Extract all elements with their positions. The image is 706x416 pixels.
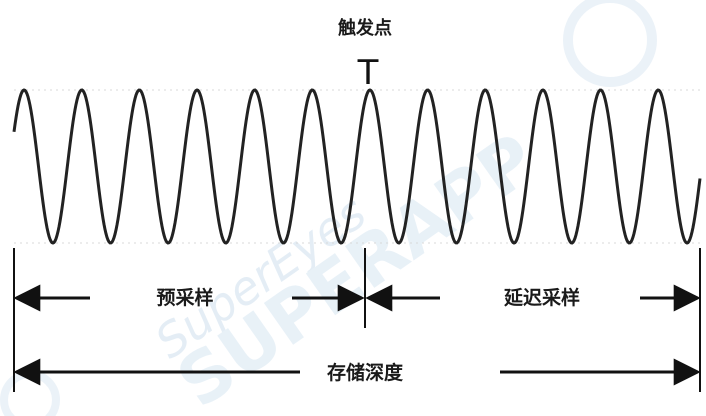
storage-depth-label: 存储深度 bbox=[327, 361, 404, 384]
trigger-marker: T bbox=[357, 53, 379, 93]
sine-wave bbox=[12, 88, 702, 245]
post-sample-label: 延迟采样 bbox=[503, 286, 580, 309]
trigger-point-label: 触发点 bbox=[338, 17, 392, 39]
watermark-gear-icon bbox=[563, 0, 657, 87]
pre-sample-label: 预采样 bbox=[156, 286, 213, 309]
watermark-gear-icon-small bbox=[0, 370, 60, 416]
